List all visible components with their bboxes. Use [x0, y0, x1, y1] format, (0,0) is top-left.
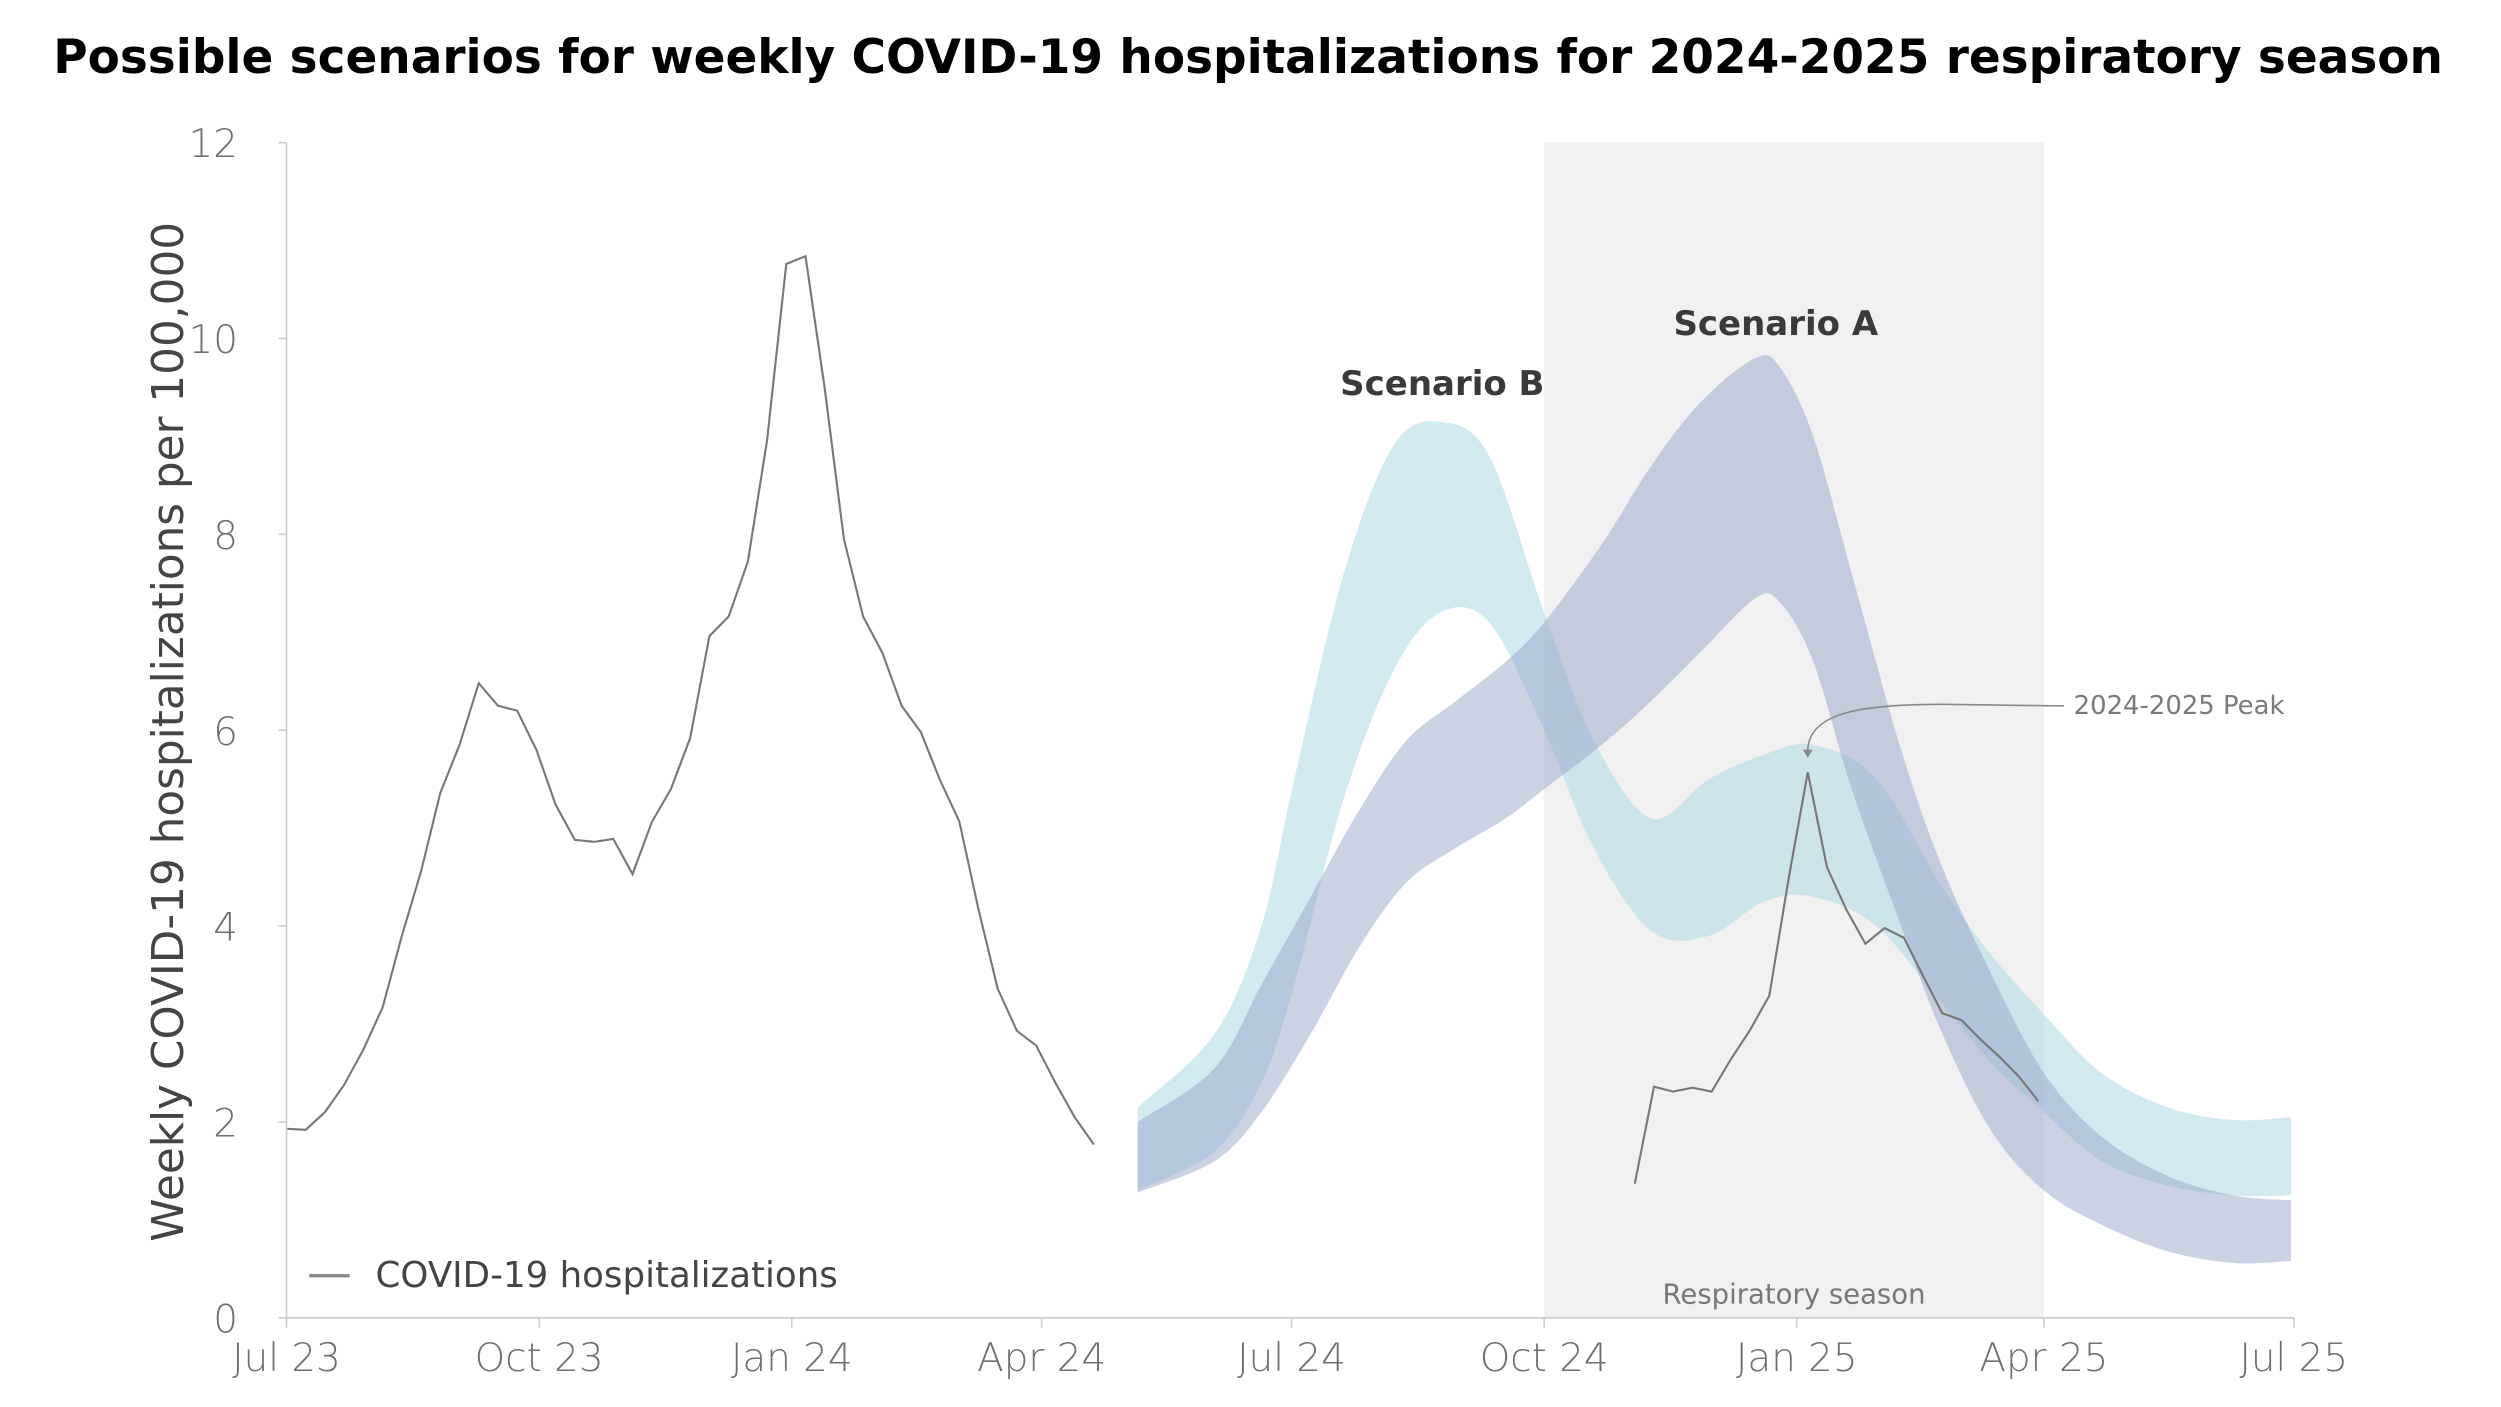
- peak-annotation-label: 2024-2025 Peak: [2074, 691, 2285, 721]
- x-tick-label: Jan 24: [731, 1336, 853, 1381]
- x-tick-label: Jan 25: [1736, 1336, 1858, 1381]
- scenario-a-label: Scenario A: [1673, 304, 1878, 344]
- peak-annotation-arrow: [1806, 703, 2064, 752]
- chart-title: Possible scenarios for weekly COVID-19 h…: [53, 30, 2443, 85]
- y-tick-label: 12: [189, 122, 238, 167]
- y-tick-label: 10: [189, 318, 238, 363]
- y-axis-label: Weekly COVID-19 hospitalizations per 100…: [143, 222, 194, 1242]
- legend-label: COVID-19 hospitalizations: [376, 1255, 838, 1296]
- x-tick-label: Jul 23: [232, 1336, 341, 1381]
- x-tick-label: Oct 23: [475, 1336, 604, 1381]
- x-tick-label: Oct 24: [1480, 1336, 1609, 1381]
- x-tick-label: Apr 24: [977, 1336, 1106, 1381]
- y-tick-label: 0: [213, 1297, 238, 1342]
- y-tick-label: 6: [213, 710, 238, 755]
- respiratory-season-label: Respiratory season: [1663, 1278, 1926, 1310]
- x-tick-label: Jul 25: [2239, 1336, 2348, 1381]
- x-tick-label: Jul 24: [1237, 1336, 1346, 1381]
- y-tick-label: 2: [213, 1102, 238, 1147]
- respiratory-season-shading: [1544, 142, 2044, 1318]
- observed-line-1: [1633, 772, 2040, 1184]
- observed-line-0: [286, 254, 1095, 1146]
- y-tick-label: 8: [213, 514, 238, 559]
- band-scenario-a: [1137, 355, 2292, 1264]
- scenario-b-label: Scenario B: [1340, 364, 1544, 404]
- peak-annotation-arrowhead: [1802, 749, 1813, 758]
- y-tick-label: 4: [213, 906, 238, 951]
- x-tick-label: Apr 25: [1979, 1336, 2108, 1381]
